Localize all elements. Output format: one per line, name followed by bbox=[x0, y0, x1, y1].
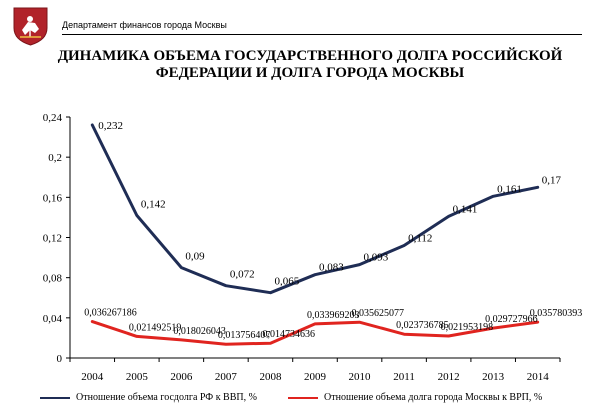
data-label-rf-debt: 0,112 bbox=[408, 233, 432, 245]
header-divider bbox=[62, 34, 582, 35]
x-tick-label: 2005 bbox=[126, 371, 149, 383]
data-label-moscow-debt: 0,023736785 bbox=[396, 320, 449, 331]
moscow-coat-of-arms-icon bbox=[13, 7, 48, 46]
x-tick-label: 2008 bbox=[259, 371, 282, 383]
legend-label-moscow-debt: Отношение объема долга города Москвы к В… bbox=[324, 392, 543, 403]
data-label-rf-debt: 0,093 bbox=[364, 252, 389, 264]
data-label-rf-debt: 0,161 bbox=[497, 183, 522, 195]
department-name: Департамент финансов города Москвы bbox=[62, 20, 227, 30]
chart-title: ДИНАМИКА ОБЪЕМА ГОСУДАРСТВЕННОГО ДОЛГА Р… bbox=[57, 48, 563, 81]
x-tick-label: 2007 bbox=[215, 371, 238, 383]
data-label-moscow-debt: 0,018026043 bbox=[173, 326, 226, 337]
data-label-moscow-debt: 0,035780393 bbox=[530, 308, 583, 319]
x-tick-label: 2010 bbox=[349, 371, 372, 383]
data-label-rf-debt: 0,072 bbox=[230, 269, 255, 281]
data-label-rf-debt: 0,142 bbox=[141, 198, 166, 210]
data-label-moscow-debt: 0,021953198 bbox=[441, 322, 494, 333]
series-line-moscow-debt bbox=[90, 320, 540, 346]
data-label-moscow-debt: 0,033969203 bbox=[307, 310, 360, 321]
y-tick-label: 0,2 bbox=[48, 152, 62, 164]
y-tick-label: 0,16 bbox=[43, 192, 63, 204]
data-label-rf-debt: 0,09 bbox=[185, 251, 205, 263]
data-label-moscow-debt: 0,021492519 bbox=[129, 322, 182, 333]
data-label-moscow-debt: 0,035625077 bbox=[352, 308, 405, 319]
data-label-rf-debt: 0,17 bbox=[542, 174, 562, 186]
data-label-moscow-debt: 0,036267186 bbox=[84, 308, 137, 319]
y-tick-label: 0,04 bbox=[43, 313, 63, 325]
x-tick-label: 2012 bbox=[438, 371, 460, 383]
y-tick-label: 0,12 bbox=[43, 233, 62, 245]
x-tick-label: 2006 bbox=[170, 371, 193, 383]
x-tick-label: 2009 bbox=[304, 371, 327, 383]
legend-label-rf-debt: Отношение объема госдолга РФ к ВВП, % bbox=[76, 392, 257, 403]
x-tick-label: 2014 bbox=[527, 371, 550, 383]
chart-legend: Отношение объема госдолга РФ к ВВП, % От… bbox=[40, 389, 594, 407]
data-label-rf-debt: 0,141 bbox=[453, 203, 478, 215]
x-tick-label: 2011 bbox=[393, 371, 415, 383]
data-label-rf-debt: 0,232 bbox=[98, 120, 123, 132]
legend-swatch-moscow-debt bbox=[288, 397, 318, 399]
data-label-rf-debt: 0,083 bbox=[319, 262, 344, 274]
y-tick-label: 0,24 bbox=[43, 112, 63, 124]
y-tick-label: 0,08 bbox=[43, 273, 63, 285]
header: Департамент финансов города Москвы bbox=[0, 0, 594, 46]
legend-swatch-rf-debt bbox=[40, 397, 70, 399]
data-label-moscow-debt: 0,014734636 bbox=[262, 329, 315, 340]
x-tick-label: 2004 bbox=[81, 371, 104, 383]
data-label-moscow-debt: 0,029727966 bbox=[485, 314, 538, 325]
x-tick-label: 2013 bbox=[482, 371, 505, 383]
series-line-rf-debt bbox=[90, 123, 540, 295]
y-tick-label: 0 bbox=[57, 353, 63, 365]
data-label-rf-debt: 0,065 bbox=[274, 276, 299, 288]
data-label-moscow-debt: 0,013756407 bbox=[218, 330, 271, 341]
